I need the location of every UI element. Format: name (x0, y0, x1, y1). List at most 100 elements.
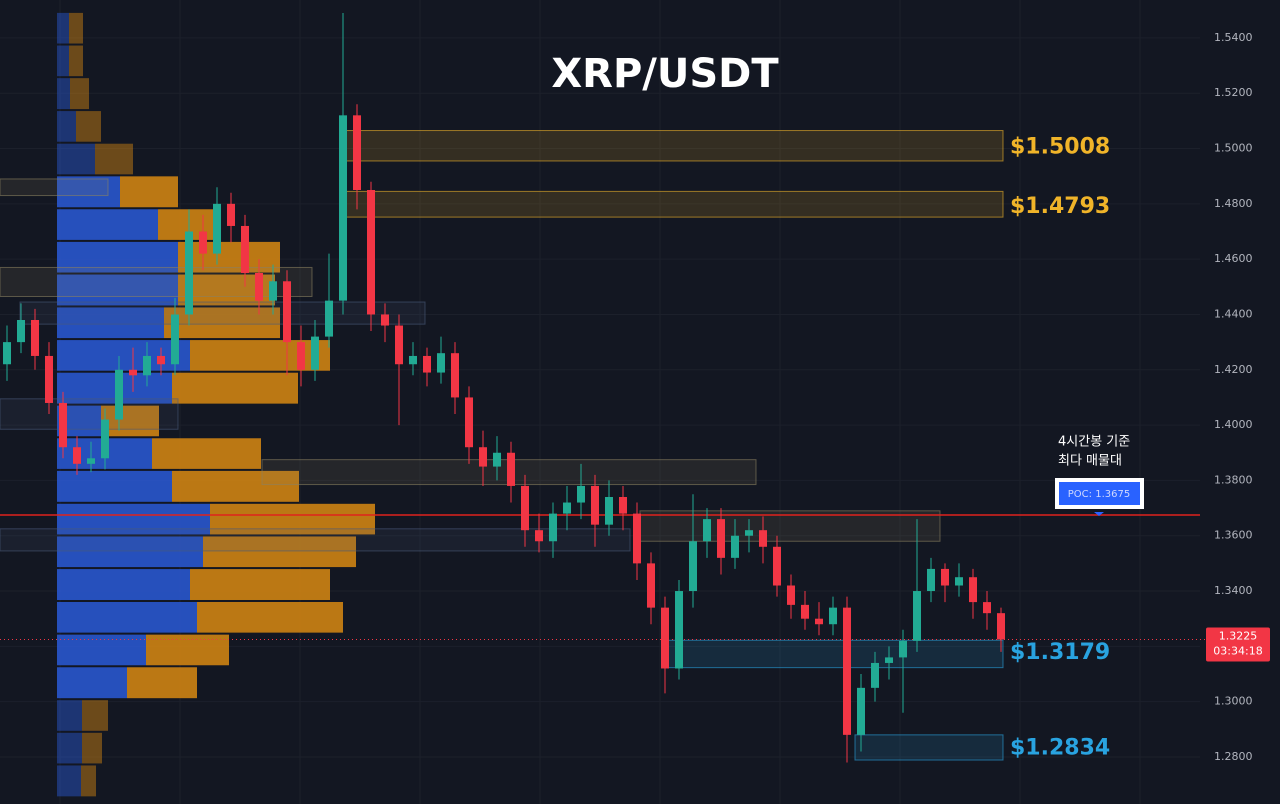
profile-sell (82, 732, 102, 764)
profile-buy (57, 667, 127, 699)
y-tick-label: 1.3800 (1214, 473, 1253, 486)
candle-body (143, 355, 151, 376)
candle-body (157, 355, 165, 365)
candle-body (703, 519, 711, 542)
candle-body (493, 452, 501, 467)
profile-buy (57, 536, 203, 568)
candle-body (367, 190, 375, 315)
candle-body (45, 355, 53, 403)
zone (854, 734, 1004, 761)
profile-buy (57, 176, 120, 208)
candle-body (87, 458, 95, 464)
profile-sell (101, 405, 159, 437)
countdown: 03:34:18 (1213, 644, 1262, 657)
y-tick-label: 1.4000 (1214, 418, 1253, 431)
y-tick-label: 1.4200 (1214, 363, 1253, 376)
profile-buy (57, 274, 178, 306)
candle-body (647, 563, 655, 608)
candle-body (759, 530, 767, 547)
zone-label: $1.5008 (1010, 134, 1110, 159)
y-tick-label: 1.4800 (1214, 197, 1253, 210)
profile-sell (197, 601, 343, 633)
candle-body (843, 607, 851, 735)
candle-body (171, 314, 179, 365)
candle-body (31, 319, 39, 356)
candle-body (969, 577, 977, 603)
profile-sell (172, 372, 298, 404)
candle-body (465, 397, 473, 448)
candle-body (997, 613, 1005, 640)
profile-sell (82, 700, 108, 731)
candle-body (549, 513, 557, 542)
last-price-box (1206, 627, 1270, 662)
candle-body (829, 607, 837, 625)
profile-sell (69, 45, 83, 77)
candle-body (479, 447, 487, 467)
candle-body (577, 485, 585, 503)
candle-body (619, 497, 627, 514)
candle-body (73, 447, 81, 464)
candle-body (507, 452, 515, 486)
candle-body (661, 607, 669, 669)
candle-body (451, 353, 459, 398)
profile-buy (57, 601, 197, 633)
candle-body (353, 115, 361, 191)
candle-body (255, 272, 263, 301)
zone (0, 398, 179, 430)
zone-label: $1.3179 (1010, 640, 1110, 665)
profile-buy (57, 503, 210, 535)
candle-body (283, 281, 291, 343)
profile-buy (57, 340, 190, 371)
candle-body (955, 577, 963, 586)
y-tick-label: 1.5400 (1214, 31, 1253, 44)
candle-body (437, 353, 445, 373)
candle-body (3, 342, 11, 365)
candle-body (423, 355, 431, 373)
profile-sell (69, 12, 83, 44)
candle-body (675, 591, 683, 669)
profile-sell (203, 536, 356, 568)
candle-body (325, 300, 333, 337)
zone (0, 178, 109, 197)
y-tick-label: 1.4600 (1214, 252, 1253, 265)
profile-sell (81, 765, 96, 797)
y-tick-label: 1.2800 (1214, 750, 1253, 763)
candle-body (535, 530, 543, 542)
candle-body (17, 319, 25, 343)
profile-sell (190, 569, 330, 600)
profile-buy (57, 634, 146, 666)
candle-body (815, 618, 823, 625)
zone-label: $1.2834 (1010, 736, 1110, 761)
zone (19, 301, 426, 325)
y-tick-label: 1.3400 (1214, 584, 1253, 597)
y-tick-label: 1.5200 (1214, 86, 1253, 99)
y-tick-label: 1.3600 (1214, 529, 1253, 542)
profile-buy (57, 569, 190, 600)
candle-body (297, 342, 305, 370)
candle-body (409, 355, 417, 365)
candle-body (633, 513, 641, 564)
poc-pointer (1094, 511, 1104, 516)
zone (0, 528, 631, 552)
y-tick-label: 1.4400 (1214, 307, 1253, 320)
candle-body (395, 325, 403, 365)
candle-body (605, 497, 613, 525)
profile-buy (57, 45, 69, 77)
candle-body (311, 336, 319, 370)
candle-body (717, 519, 725, 558)
candle-body (801, 604, 809, 619)
profile-buy (57, 307, 164, 339)
profile-buy (57, 470, 172, 502)
candle-body (787, 585, 795, 605)
profile-sell (152, 438, 261, 469)
profile-sell (95, 143, 133, 175)
candle-body (521, 485, 529, 531)
candle-body (745, 530, 753, 536)
candle-body (941, 568, 949, 586)
candle-body (59, 402, 67, 448)
candle-body (899, 640, 907, 658)
profile-sell (210, 503, 375, 535)
profile-sell (120, 176, 178, 208)
zone-label: $1.4793 (1010, 194, 1110, 219)
profile-buy (57, 209, 158, 240)
